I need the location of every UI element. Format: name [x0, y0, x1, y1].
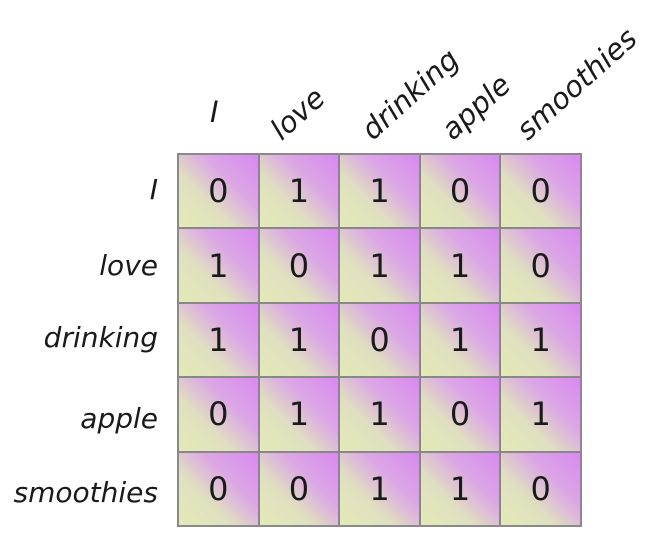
matrix-cell: 0: [501, 229, 580, 302]
matrix-cell: 1: [340, 229, 419, 302]
matrix-cell: 0: [501, 452, 580, 525]
matrix-cell: 1: [179, 229, 258, 302]
row-label-i: I: [149, 173, 158, 206]
matrix-cell: 1: [259, 303, 339, 377]
matrix-cell: 0: [179, 378, 258, 451]
matrix-cell: 0: [420, 378, 500, 451]
row-label-apple: apple: [80, 402, 158, 435]
co-occurrence-matrix: 0 1 1 0 0 1 0 1 1 0 1 1 0 1 1 0 1 1 0 1 …: [177, 153, 582, 527]
matrix-cell: 1: [179, 303, 258, 377]
row-label-drinking: drinking: [43, 321, 158, 354]
matrix-cell: 1: [340, 452, 419, 525]
matrix-cell: 0: [179, 452, 258, 525]
matrix-cell: 1: [420, 452, 500, 525]
column-label-smoothies: smoothies: [509, 21, 644, 147]
matrix-cell: 1: [340, 378, 419, 451]
matrix-cell: 1: [259, 378, 339, 451]
row-label-love: love: [99, 249, 158, 282]
column-label-love: love: [263, 80, 332, 147]
matrix-cell: 1: [501, 378, 580, 451]
row-label-smoothies: smoothies: [13, 476, 158, 509]
matrix-cell: 0: [501, 155, 580, 228]
matrix-cell: 1: [501, 303, 580, 377]
matrix-cell: 0: [259, 452, 339, 525]
matrix-cell: 1: [420, 303, 500, 377]
column-label-i: I: [210, 95, 219, 129]
matrix-cell: 0: [259, 229, 339, 302]
matrix-cell: 0: [340, 303, 419, 377]
matrix-cell: 0: [420, 155, 500, 228]
matrix-cell: 1: [340, 155, 419, 228]
matrix-cell: 1: [259, 155, 339, 228]
matrix-cell: 1: [420, 229, 500, 302]
matrix-cell: 0: [179, 155, 258, 228]
